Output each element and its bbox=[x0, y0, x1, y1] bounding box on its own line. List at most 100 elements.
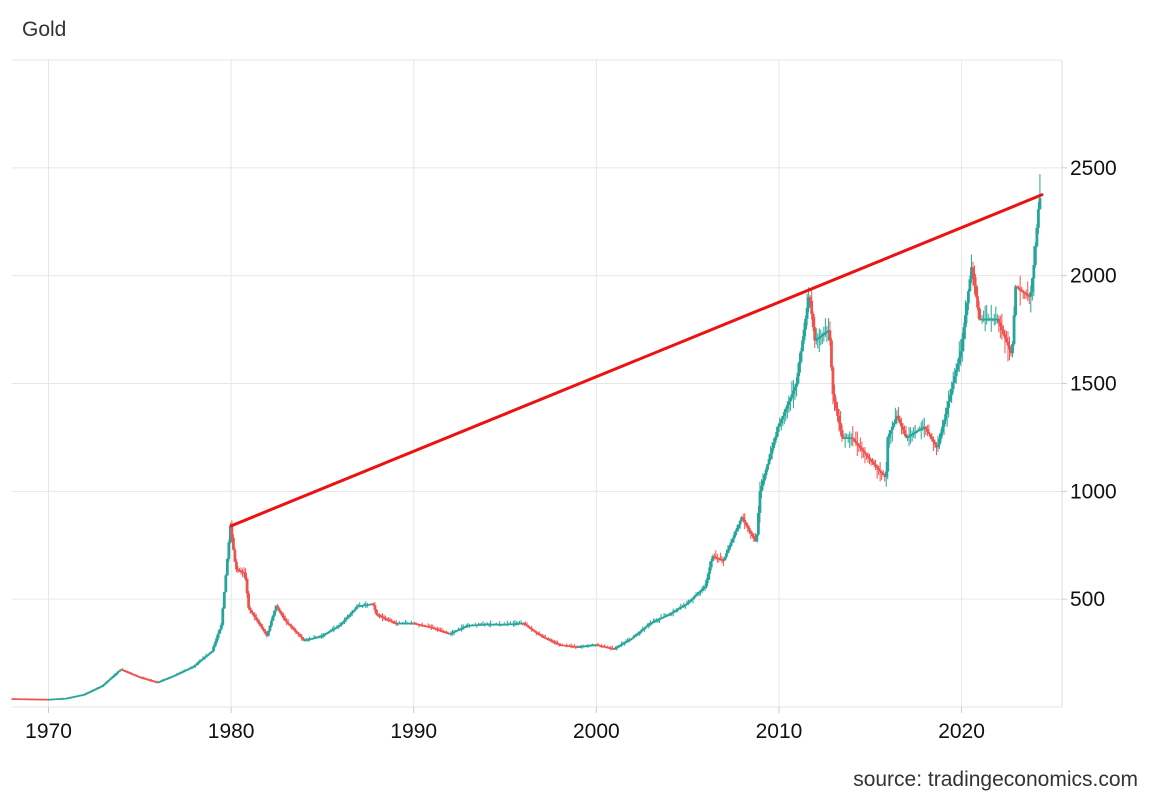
candle-body bbox=[522, 622, 526, 625]
candle-body bbox=[785, 405, 789, 409]
candle-body bbox=[312, 637, 316, 640]
candle-body bbox=[890, 426, 894, 431]
candle-body bbox=[216, 633, 220, 638]
candle-body bbox=[528, 627, 532, 629]
candle-body bbox=[852, 439, 856, 442]
candle-body bbox=[254, 617, 258, 620]
candle-body bbox=[875, 466, 879, 468]
candle-body bbox=[160, 680, 164, 682]
candle-body bbox=[449, 632, 453, 635]
candle-body bbox=[833, 394, 836, 402]
candle-body bbox=[28, 698, 31, 701]
candle-body bbox=[895, 415, 899, 420]
candle-body bbox=[878, 469, 882, 472]
candle-body bbox=[512, 623, 515, 625]
candle-body bbox=[682, 605, 686, 607]
candle-body bbox=[96, 687, 100, 690]
candle-body bbox=[143, 678, 147, 680]
candle-body bbox=[837, 415, 841, 424]
candle-body bbox=[283, 618, 287, 621]
candle-body bbox=[880, 471, 884, 474]
candle-body bbox=[438, 629, 442, 632]
candle-body bbox=[851, 437, 855, 440]
candle-body bbox=[865, 453, 868, 456]
candle-body bbox=[375, 609, 378, 615]
candle-body bbox=[836, 408, 839, 416]
candle-body bbox=[410, 622, 413, 625]
candle-body bbox=[390, 620, 394, 623]
candle-body bbox=[53, 698, 57, 701]
candle-body bbox=[22, 698, 25, 701]
candle-body bbox=[329, 630, 333, 632]
candle-body bbox=[755, 534, 759, 542]
candle-body bbox=[989, 318, 993, 321]
candle-body bbox=[592, 644, 596, 647]
candle-body bbox=[340, 623, 343, 626]
candle-body bbox=[78, 695, 82, 697]
candle-body bbox=[962, 327, 966, 340]
candle-body bbox=[887, 433, 891, 438]
candle-body bbox=[46, 698, 50, 701]
candle-body bbox=[936, 444, 940, 448]
candle-body bbox=[779, 419, 783, 424]
candle-body bbox=[521, 622, 524, 625]
candle-body bbox=[413, 622, 416, 625]
candle-body bbox=[291, 627, 295, 629]
candle-body bbox=[358, 605, 362, 607]
grid-lines bbox=[12, 59, 1063, 708]
candle-body bbox=[175, 673, 179, 676]
candle-body bbox=[1015, 286, 1019, 288]
candle-body bbox=[706, 573, 710, 580]
candle-body bbox=[99, 686, 103, 688]
candle-body bbox=[60, 698, 63, 700]
candle-body bbox=[321, 634, 325, 637]
candle-body bbox=[359, 605, 363, 607]
candle-body bbox=[740, 517, 744, 521]
candle-body bbox=[933, 442, 937, 445]
candle-body bbox=[618, 645, 622, 647]
candle-body bbox=[117, 670, 121, 673]
candle-body bbox=[659, 617, 663, 620]
candle-body bbox=[709, 561, 713, 568]
y-tick-label: 1500 bbox=[1070, 373, 1117, 396]
candle-body bbox=[670, 612, 674, 614]
candle-body bbox=[123, 670, 127, 673]
candle-body bbox=[445, 632, 448, 634]
candle-body bbox=[860, 448, 864, 450]
candle-body bbox=[927, 431, 931, 435]
candle-body bbox=[136, 675, 139, 678]
candle-body bbox=[897, 415, 900, 420]
candle-body bbox=[149, 679, 153, 682]
candle-body bbox=[642, 627, 646, 630]
trendline bbox=[229, 193, 1044, 528]
candle-body bbox=[711, 556, 715, 562]
candle-body bbox=[723, 556, 727, 561]
candle-body bbox=[257, 621, 261, 625]
candle-body bbox=[556, 643, 559, 645]
x-tick-label: 1970 bbox=[25, 720, 72, 743]
candle-body bbox=[209, 652, 212, 654]
candle-body bbox=[585, 645, 588, 648]
candle-body bbox=[469, 624, 473, 627]
candle-body bbox=[930, 436, 934, 440]
candle-body bbox=[954, 370, 958, 377]
candle-body bbox=[571, 645, 575, 648]
candle-body bbox=[69, 696, 72, 699]
candle-body bbox=[192, 666, 196, 668]
candle-body bbox=[189, 667, 193, 669]
candle-body bbox=[338, 625, 342, 627]
candle-body bbox=[862, 449, 865, 452]
candle-body bbox=[688, 600, 692, 603]
candle-body bbox=[916, 430, 920, 432]
candle-body bbox=[1021, 290, 1025, 293]
candle-body bbox=[677, 607, 681, 610]
candle-body bbox=[193, 664, 197, 667]
candle-body bbox=[738, 520, 742, 525]
candle-body bbox=[653, 620, 657, 623]
candle-body bbox=[953, 376, 957, 383]
candle-body bbox=[57, 698, 60, 700]
candle-body bbox=[253, 614, 257, 618]
candle-body bbox=[728, 545, 731, 550]
candle-body bbox=[58, 698, 62, 700]
candle-body bbox=[302, 638, 305, 641]
